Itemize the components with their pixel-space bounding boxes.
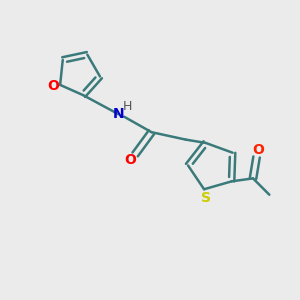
Text: O: O: [48, 80, 59, 93]
Text: N: N: [113, 107, 124, 121]
Text: O: O: [125, 153, 136, 167]
Text: H: H: [122, 100, 132, 112]
Text: S: S: [201, 190, 211, 205]
Text: O: O: [252, 143, 264, 158]
